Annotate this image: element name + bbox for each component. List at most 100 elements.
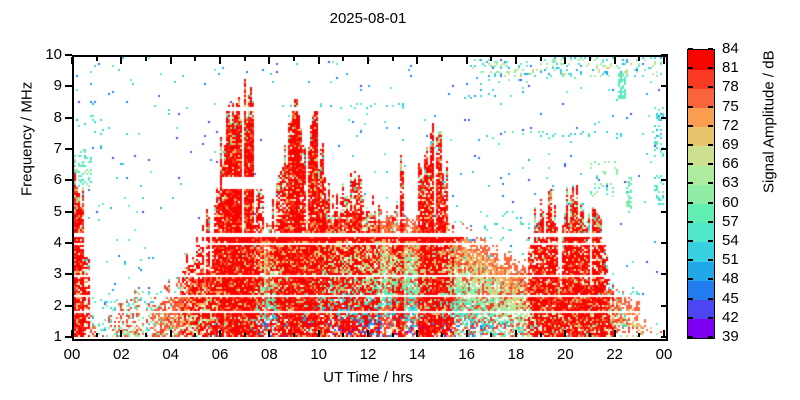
y-axis-major-tick	[65, 273, 72, 276]
x-axis-minor-tick	[589, 57, 591, 61]
colorbar-segment	[688, 242, 714, 262]
x-axis-minor-tick	[441, 57, 443, 61]
x-axis-minor-tick	[490, 57, 493, 61]
colorbar	[687, 49, 715, 339]
y-axis-tick-label: 9	[53, 77, 62, 95]
colorbar-tick	[708, 278, 713, 281]
x-axis-minor-tick	[342, 333, 345, 337]
colorbar-tick	[688, 48, 693, 50]
chart-title: 2025-08-01	[329, 10, 407, 27]
y-axis-major-tick	[661, 116, 668, 119]
x-axis-major-tick	[564, 57, 567, 64]
x-axis-tick-label: 12	[359, 346, 377, 363]
y-axis-tick-label: 7	[53, 140, 62, 157]
colorbar-tick	[708, 105, 713, 108]
y-axis-major-tick	[65, 54, 72, 56]
y-axis-major-tick	[65, 336, 72, 338]
colorbar-segment	[688, 203, 714, 224]
y-axis-major-tick	[65, 179, 72, 182]
y-axis-tick-label: 5	[53, 202, 62, 220]
colorbar-tick	[688, 297, 693, 300]
colorbar-tick-label: 57	[722, 212, 739, 230]
colorbar-segment	[688, 107, 714, 128]
x-axis-major-tick	[317, 57, 320, 64]
colorbar-tick-label: 81	[722, 59, 739, 77]
x-axis-minor-tick	[145, 57, 147, 61]
colorbar-tick-label: 54	[722, 232, 739, 249]
x-axis-minor-tick	[194, 57, 197, 61]
spectrogram-heatmap	[72, 55, 664, 337]
x-axis-minor-tick	[95, 333, 98, 337]
y-axis-major-tick	[661, 336, 668, 338]
plot-frame	[72, 55, 668, 341]
x-axis-minor-tick	[342, 57, 345, 61]
y-axis-major-tick	[661, 242, 668, 244]
x-axis-minor-tick	[391, 333, 394, 337]
y-axis-tick-label: 3	[53, 265, 62, 283]
colorbar-tick-label: 66	[722, 155, 739, 173]
y-axis-tick-label: 10	[45, 46, 62, 63]
x-axis-major-tick	[268, 57, 271, 64]
x-axis-minor-tick	[441, 333, 443, 337]
colorbar-segment	[688, 318, 714, 339]
x-axis-minor-tick	[638, 57, 641, 61]
x-axis-minor-tick	[194, 333, 197, 337]
colorbar-segment	[688, 69, 714, 89]
x-axis-major-tick	[416, 57, 419, 64]
y-axis-major-tick	[661, 148, 668, 150]
y-axis-tick-label: 1	[53, 328, 62, 345]
x-axis-minor-tick	[243, 333, 246, 337]
x-axis-tick-label: 06	[211, 346, 229, 363]
x-axis-major-tick	[317, 330, 320, 337]
x-axis-tick-label: 16	[458, 346, 475, 363]
colorbar-tick	[688, 182, 693, 185]
y-axis-major-tick	[65, 116, 72, 119]
x-axis-tick-label: 00	[63, 346, 81, 363]
x-axis-minor-tick	[539, 57, 542, 61]
colorbar-tick	[688, 144, 693, 146]
colorbar-tick	[708, 163, 713, 166]
y-axis-major-tick	[661, 179, 668, 182]
colorbar-tick-label: 39	[722, 328, 739, 345]
x-axis-major-tick	[367, 330, 369, 337]
x-axis-major-tick	[465, 57, 468, 64]
x-axis-major-tick	[416, 330, 419, 337]
y-axis-major-tick	[65, 85, 72, 88]
x-axis-major-tick	[71, 330, 73, 337]
colorbar-segment	[688, 184, 714, 205]
colorbar-tick-label: 45	[722, 289, 739, 307]
y-axis-major-tick	[65, 148, 72, 150]
colorbar-tick	[688, 336, 693, 338]
colorbar-tick	[688, 67, 693, 70]
colorbar-tick	[708, 336, 713, 338]
x-axis-minor-tick	[490, 333, 493, 337]
x-axis-minor-tick	[293, 333, 295, 337]
colorbar-tick	[708, 259, 713, 262]
y-axis-major-tick	[661, 273, 668, 276]
x-axis-major-tick	[219, 330, 221, 337]
colorbar-tick-label: 75	[722, 97, 739, 115]
x-axis-major-tick	[367, 57, 369, 64]
colorbar-tick-label: 72	[722, 116, 739, 134]
y-axis-major-tick	[65, 210, 72, 213]
colorbar-tick-label: 48	[722, 270, 739, 288]
y-axis-tick-label: 8	[53, 108, 62, 126]
y-axis-major-tick	[661, 210, 668, 213]
colorbar-tick	[708, 182, 713, 185]
colorbar-tick	[688, 86, 693, 89]
colorbar-segment	[688, 88, 714, 109]
x-axis-minor-tick	[95, 57, 98, 61]
colorbar-tick	[688, 259, 693, 262]
x-axis-major-tick	[564, 330, 567, 337]
x-axis-major-tick	[613, 57, 616, 64]
x-axis-major-tick	[663, 330, 665, 337]
colorbar-segment	[688, 126, 714, 147]
x-axis-major-tick	[613, 330, 616, 337]
x-axis-major-tick	[219, 57, 221, 64]
y-axis-tick-label: 6	[53, 171, 62, 189]
colorbar-segment	[688, 50, 714, 70]
colorbar-tick	[688, 105, 693, 108]
colorbar-tick	[708, 124, 713, 127]
x-axis-title: UT Time / hrs	[323, 369, 413, 386]
x-axis-tick-label: 22	[606, 346, 623, 363]
